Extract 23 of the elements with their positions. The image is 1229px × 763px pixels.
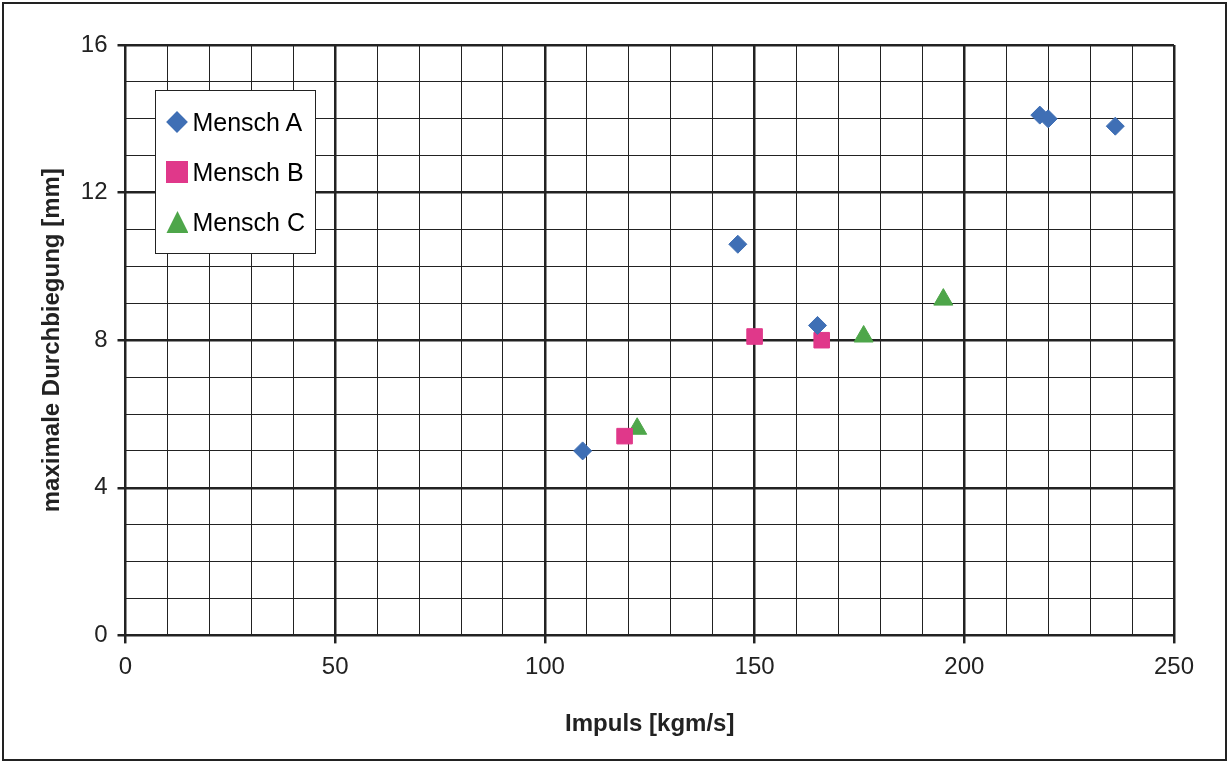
point <box>616 427 633 445</box>
y-tick-label: 4 <box>94 472 108 500</box>
point <box>813 331 830 349</box>
x-tick-label: 100 <box>524 652 565 680</box>
point <box>728 234 748 254</box>
legend-label: Mensch C <box>192 207 306 237</box>
legend-label: Mensch A <box>192 107 303 137</box>
point <box>1105 116 1125 136</box>
x-tick-label: 200 <box>944 652 985 680</box>
x-axis-title: Impuls [kgm/s] <box>565 709 735 737</box>
y-tick-label: 12 <box>80 177 108 205</box>
y-tick-label: 16 <box>80 29 108 57</box>
y-axis-title: maximale Durchbiegung [mm] <box>37 168 65 513</box>
legend-label: Mensch B <box>192 157 304 187</box>
y-tick-label: 0 <box>94 620 108 648</box>
x-tick-label: 250 <box>1153 652 1195 680</box>
point <box>808 315 828 335</box>
x-tick-label: 0 <box>118 652 133 680</box>
x-tick-label: 50 <box>321 652 349 680</box>
point <box>746 328 763 345</box>
x-tick-label: 150 <box>734 652 775 680</box>
point <box>573 441 593 461</box>
y-tick-label: 8 <box>94 324 108 352</box>
